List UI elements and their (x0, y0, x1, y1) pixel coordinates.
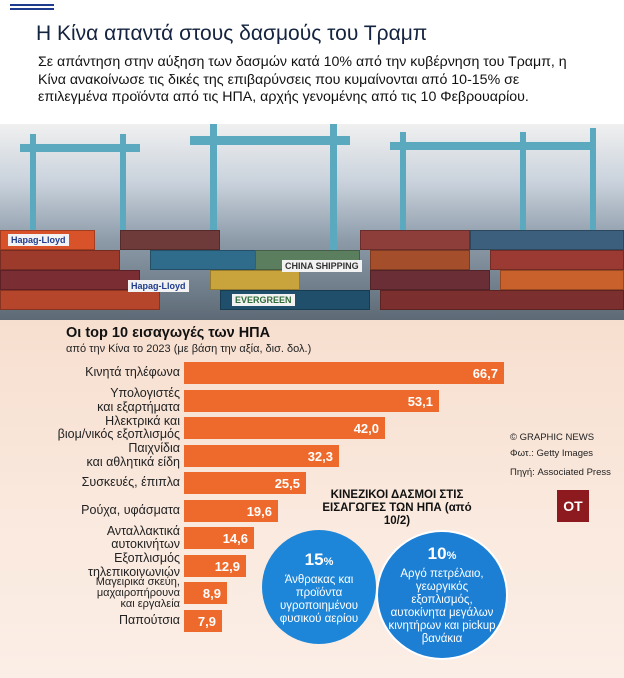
container (0, 290, 160, 310)
tariff-unit: % (446, 550, 457, 562)
tariff-unit: % (323, 556, 334, 568)
crane (30, 134, 36, 244)
bar (184, 417, 385, 439)
chart-subtitle: από την Κίνα το 2023 (με βάση την αξία, … (66, 343, 312, 355)
evergreen-label: EVERGREEN (232, 294, 295, 306)
container (0, 270, 140, 290)
category-label: Ρούχα, υφάσματα (81, 502, 180, 517)
category-label: Παιχνίδια και αθλητικά είδη (86, 441, 181, 469)
container (500, 270, 624, 290)
intro-text: Σε απάντηση στην αύξηση των δασμών κατά … (38, 54, 567, 105)
credit-photo: Φωτ.: Getty Images (510, 448, 594, 459)
bar (184, 582, 227, 604)
category-label: Ανταλλακτικά αυτοκινήτων (106, 523, 180, 551)
flag-stripes (10, 4, 54, 12)
crane (330, 124, 337, 254)
category-label: Ηλεκτρικά και βιομ/νικός εξοπλισμός (57, 413, 180, 441)
container (210, 270, 300, 290)
credit-source: Πηγή: Associated Press (510, 467, 611, 478)
credit-graphic: © GRAPHIC NEWS (510, 432, 595, 443)
tariff-text: Άνθρακας και προϊόντα υγροποιημένου φυσι… (279, 574, 359, 625)
crane (210, 124, 217, 254)
ot-logo: ΟΤ (557, 490, 589, 522)
bar (184, 389, 439, 412)
bar (184, 527, 254, 549)
hapag-label: Hapag-Lloyd (128, 280, 189, 292)
category-label: Μαγειρικά σκεύη, μαχαιροπήρουνα και εργαλε… (95, 575, 180, 610)
port-photo: Hapag-Lloyd Hapag-Lloyd CHINA SHIPPING E… (0, 124, 624, 320)
tariff-value: 15 (304, 550, 324, 569)
container (0, 250, 120, 270)
crane (520, 132, 526, 242)
china-shipping-label: CHINA SHIPPING (282, 260, 362, 272)
hapag-label: Hapag-Lloyd (8, 234, 69, 246)
crane-arm (20, 144, 140, 152)
bar (184, 472, 306, 494)
bar-value-label: 19,6 (246, 503, 272, 519)
headline: Η Κίνα απαντά στους δασμούς του Τραμπ (36, 22, 428, 45)
container (490, 250, 624, 270)
bar-value-label: 7,9 (197, 613, 216, 629)
container (370, 250, 470, 270)
container (470, 230, 624, 250)
bar (184, 554, 246, 577)
tariff-text: Αργό πετρέλαιο, γεωργικός εξοπλισμός, αυ… (388, 568, 496, 645)
bar (184, 362, 504, 384)
container (360, 230, 470, 250)
bar-value-label: 66,7 (472, 366, 498, 381)
bar-value-label: 12,9 (214, 558, 240, 574)
container (370, 270, 490, 290)
bar (184, 609, 222, 632)
bar-value-label: 42,0 (353, 421, 379, 436)
bar-value-label: 25,5 (274, 476, 300, 491)
category-label: Παπούτσια (119, 612, 180, 627)
container (150, 250, 260, 270)
crane (400, 132, 406, 242)
chart-title: Οι top 10 εισαγωγές των ΗΠΑ (66, 325, 271, 341)
container (120, 230, 220, 250)
tariff-circle-10: 10% Αργό πετρέλαιο, γεωργικός εξοπλισμός… (376, 530, 508, 660)
category-label: Υπολογιστές και εξαρτήματα (97, 386, 180, 414)
bar-value-label: 8,9 (202, 586, 221, 601)
tariff-value: 10 (427, 544, 447, 563)
bar (184, 499, 278, 522)
tariff-circle-15: 15% Άνθρακας και προϊόντα υγροποιημένου … (262, 530, 376, 644)
category-label: Συσκευές, έπιπλα (81, 475, 180, 490)
crane-arm (190, 136, 350, 145)
bar-value-label: 14,6 (222, 531, 248, 546)
bar (184, 444, 339, 467)
category-label: Εξοπλισμός τηλεπικοινωνιών (88, 551, 180, 579)
container (380, 290, 624, 310)
bar-value-label: 53,1 (407, 393, 433, 409)
crane (590, 128, 596, 248)
category-label: Κινητά τηλέφωνα (85, 365, 180, 380)
tariffs-title: ΚΙΝΕΖΙΚΟΙ ΔΑΣΜΟΙ ΣΤΙΣ ΕΙΣΑΓΩΓΕΣ ΤΩΝ ΗΠΑ … (322, 489, 472, 527)
bar-value-label: 32,3 (307, 448, 333, 464)
crane-arm (390, 142, 590, 150)
crane (120, 134, 126, 244)
